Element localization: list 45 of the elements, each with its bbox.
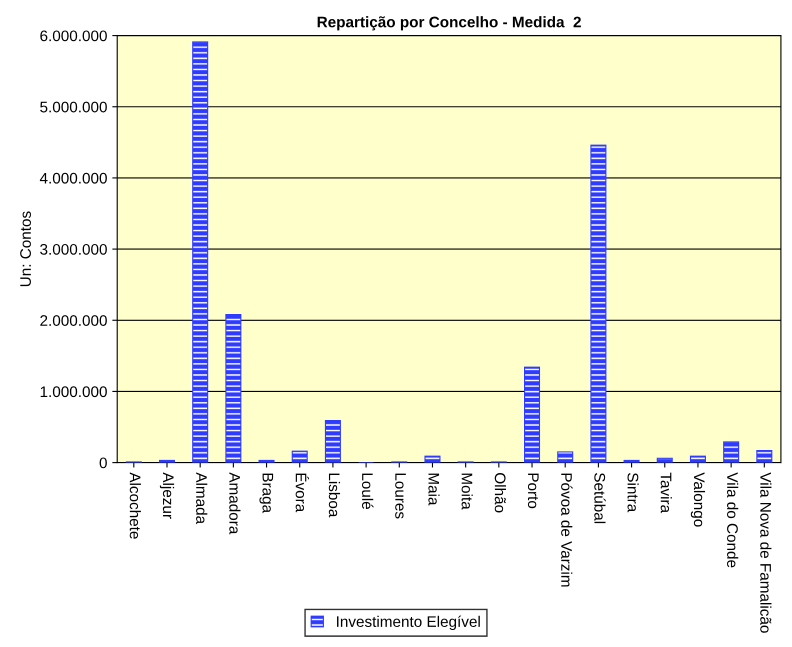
y-tick-label: 2.000.000: [40, 315, 107, 326]
x-tick-label: Sintra: [627, 473, 639, 512]
y-tick-label: 3.000.000: [40, 244, 107, 255]
x-tick-label: Moita: [462, 474, 473, 510]
chart-title: Repartição por Concelho - Medida 2: [318, 16, 581, 30]
x-tick-label: Évora: [296, 474, 310, 512]
bar: [723, 441, 740, 463]
y-tick-label: 4.000.000: [40, 172, 107, 184]
bar: [292, 450, 308, 463]
bar: [690, 456, 706, 463]
x-tick-label: Póvoa de Varzim: [561, 474, 573, 587]
x-tick-label: Aljezur: [160, 472, 174, 519]
x-tick-label: Vila Nova de Famalicão: [760, 472, 772, 633]
x-tick-label: Tavira: [660, 472, 672, 514]
bar: [624, 460, 640, 463]
x-tick-label: Olhão: [494, 473, 506, 512]
x-tick-label: Maia: [428, 474, 440, 506]
legend-label: Investimento Elegível: [337, 616, 480, 630]
x-tick-label: Braga: [259, 474, 274, 514]
bar: [656, 458, 673, 463]
x-tick-label: Amadora: [229, 472, 240, 534]
y-tick-label: 6.000.000: [40, 30, 107, 42]
x-tick-label: Almada: [196, 472, 208, 524]
bar: [424, 456, 440, 463]
bar: [557, 451, 574, 463]
x-tick-label: Alcochete: [130, 472, 141, 539]
x-tick-label: Valongo: [690, 472, 706, 527]
y-tick-label: 5.000.000: [40, 102, 107, 112]
x-tick-label: Lisboa: [328, 474, 340, 518]
bar: [590, 144, 606, 463]
bar: [158, 460, 176, 463]
bar: [524, 366, 540, 463]
x-tick-label: Porto: [528, 474, 539, 508]
y-tick-label: 0: [100, 457, 107, 468]
y-axis-title: Un: Contos: [20, 211, 31, 286]
x-tick-label: Loures: [395, 474, 406, 518]
bar: [258, 460, 275, 463]
x-tick-label: Loulé: [362, 474, 374, 510]
bar: [192, 41, 208, 463]
y-tick-label: 1.000.000: [40, 386, 107, 398]
bar: [756, 450, 772, 463]
bar: [324, 420, 341, 463]
x-tick-label: Vila do Conde: [727, 472, 738, 568]
bar: [225, 314, 242, 463]
x-tick-label: Setúbal: [594, 473, 606, 524]
